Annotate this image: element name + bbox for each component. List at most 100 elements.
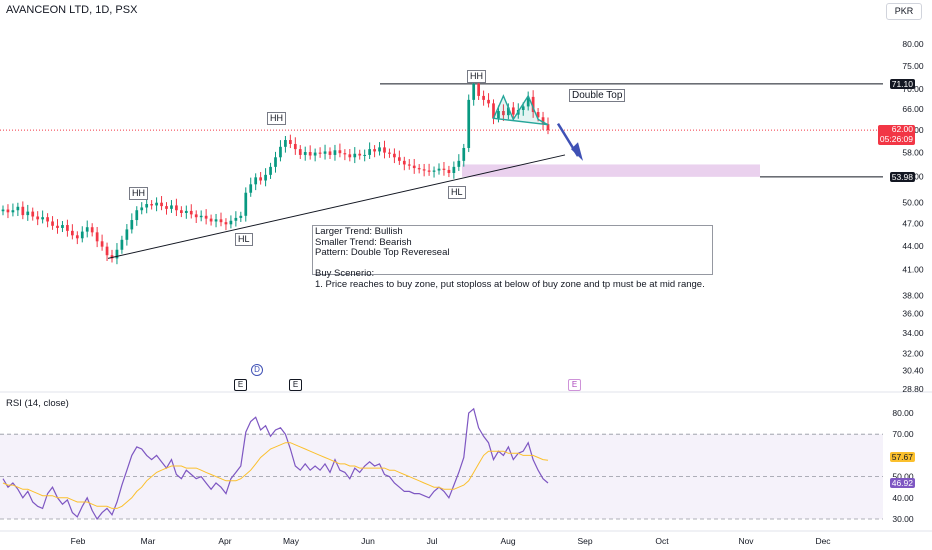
price-axis-tick: 80.00 <box>902 39 924 49</box>
candle-body <box>502 111 505 116</box>
candle-body <box>224 222 228 225</box>
label-hh-3: HH <box>467 70 486 83</box>
candle-body <box>472 83 476 100</box>
candle-body <box>541 117 545 125</box>
candle-body <box>244 192 248 216</box>
candle-body <box>313 152 317 156</box>
rsi-line <box>2 407 549 521</box>
candle-body <box>219 219 223 223</box>
time-axis-tick: Feb <box>71 536 86 546</box>
candle-body <box>31 211 35 217</box>
label-hh-1: HH <box>129 187 148 200</box>
candle-body <box>398 157 401 161</box>
candle-body <box>145 204 149 208</box>
price-axis-tick: 50.00 <box>902 198 924 208</box>
candle-body <box>338 150 342 154</box>
support-price-tag: 53.98 <box>889 172 915 182</box>
candle-body <box>140 207 144 211</box>
rsi-axis-tick: 70.00 <box>892 429 914 439</box>
candle-body <box>348 154 352 158</box>
candle-body <box>90 227 94 233</box>
time-axis-tick: May <box>283 536 300 546</box>
candle-body <box>536 112 540 118</box>
price-axis-tick: 41.00 <box>902 265 924 275</box>
label-hl-2: HL <box>448 186 466 199</box>
candle-body <box>150 204 153 206</box>
dividend-event-icon[interactable]: D <box>251 364 263 376</box>
time-axis-tick: Nov <box>738 536 754 546</box>
candle-body <box>130 220 134 230</box>
rsi-ma-line <box>2 442 549 509</box>
candle-body <box>61 225 64 228</box>
last-price: 62.00 <box>891 124 913 134</box>
candle-body <box>447 169 451 173</box>
candle-body <box>279 146 282 158</box>
candle-body <box>189 210 193 215</box>
candle-body <box>95 232 99 242</box>
price-axis-tick: 66.00 <box>902 104 924 114</box>
price-axis-tick: 58.00 <box>902 148 924 158</box>
candle-body <box>333 150 337 155</box>
time-axis-tick: Jun <box>361 536 375 546</box>
candle-body <box>308 152 312 156</box>
candle-body <box>229 220 233 225</box>
candle-body <box>71 230 74 236</box>
candle-body <box>363 154 367 156</box>
price-axis-tick: 47.00 <box>902 219 924 229</box>
candle-body <box>457 160 461 167</box>
candle-body <box>165 206 168 209</box>
candle-body <box>125 229 129 240</box>
time-axis-tick: Sep <box>577 536 592 546</box>
earnings-event-icon[interactable]: E <box>234 379 247 391</box>
candle-body <box>521 106 525 110</box>
label-hh-2: HH <box>267 112 286 125</box>
candle-body <box>393 153 396 158</box>
candle-body <box>36 216 40 220</box>
uptrend-line <box>107 154 566 259</box>
candle-body <box>432 170 436 172</box>
candle-body <box>358 153 362 156</box>
time-axis-tick: Oct <box>655 536 669 546</box>
candle-body <box>199 215 203 218</box>
candle-body <box>51 221 54 226</box>
candle-body <box>120 239 124 250</box>
currency-button[interactable]: PKR <box>886 3 922 20</box>
candle-body <box>204 215 208 219</box>
price-axis-tick: 75.00 <box>902 61 924 71</box>
candle-body <box>293 143 297 150</box>
candle-body <box>264 174 267 181</box>
candle-body <box>160 202 163 207</box>
time-axis-tick: Mar <box>141 536 156 546</box>
candle-body <box>318 152 322 154</box>
earnings-event-icon[interactable]: E <box>289 379 302 391</box>
price-axis-tick: 32.00 <box>902 348 924 358</box>
candle-body <box>85 227 89 232</box>
candle-body <box>298 149 302 155</box>
candle-body <box>16 206 20 211</box>
candle-body <box>427 170 431 172</box>
candle-body <box>323 151 327 154</box>
earnings-event-icon[interactable]: E <box>568 379 581 391</box>
candle-body <box>402 160 406 165</box>
time-axis-tick: Dec <box>815 536 831 546</box>
rsi-axis-tick: 40.00 <box>892 493 914 503</box>
candle-body <box>110 255 114 259</box>
rsi-indicator-title[interactable]: RSI (14, close) <box>6 398 69 409</box>
candle-body <box>234 217 238 221</box>
candle-body <box>41 217 44 220</box>
candle-body <box>175 205 178 211</box>
candle-body <box>214 219 218 222</box>
candle-body <box>100 241 104 247</box>
candle-body <box>417 168 421 170</box>
price-axis-tick: 44.00 <box>902 241 924 251</box>
time-axis-tick: Apr <box>218 536 231 546</box>
candle-body <box>209 218 213 222</box>
candle-body <box>170 205 173 209</box>
candle-body <box>284 140 287 147</box>
candle-body <box>239 215 243 218</box>
candle-body <box>184 210 188 214</box>
symbol-title[interactable]: AVANCEON LTD, 1D, PSX <box>6 4 138 16</box>
candle-body <box>1 209 5 212</box>
candle-body <box>531 96 535 113</box>
